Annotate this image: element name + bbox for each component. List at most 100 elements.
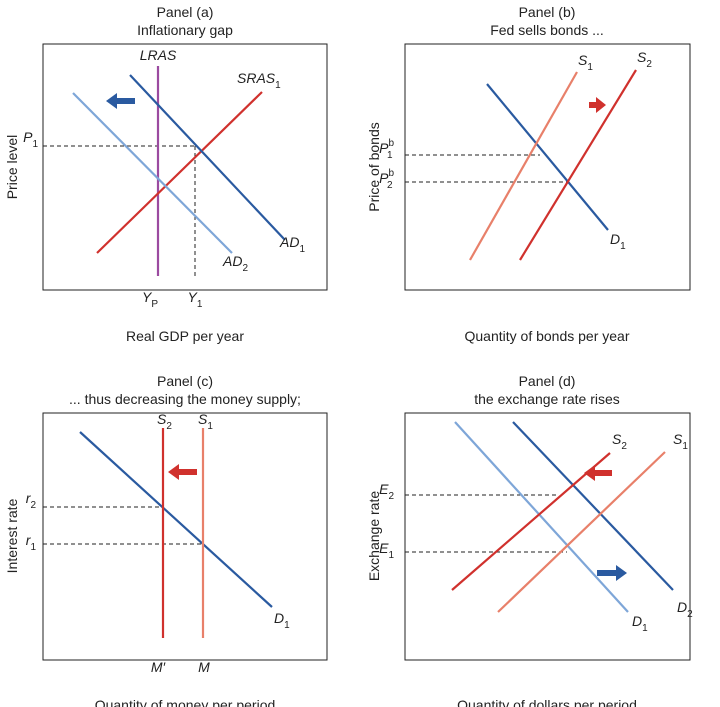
panel-d: [404, 412, 691, 661]
panel-subtitle: Inflationary gap: [137, 22, 233, 38]
panel-title: Panel (a): [157, 4, 214, 20]
label-subscript: 1: [387, 150, 393, 161]
curve-label: S1: [578, 52, 593, 73]
label-subscript: 1: [30, 542, 36, 553]
label-text: M′: [151, 659, 167, 675]
panel-title: Panel (d): [519, 373, 576, 389]
label-text: S: [637, 49, 647, 65]
label-text: P: [23, 129, 33, 145]
curve-label: LRAS: [140, 47, 177, 63]
curve-label: M′: [151, 659, 167, 675]
curve-label: r1: [26, 532, 37, 553]
label-subscript: P: [151, 299, 158, 310]
label-subscript: 2: [166, 421, 172, 432]
curve-label: S2: [157, 411, 172, 432]
label-text: M: [198, 659, 210, 675]
curve-label: E1: [379, 540, 394, 561]
curve-label: E2: [379, 481, 394, 502]
curve-label: r2: [26, 490, 37, 511]
label-text: S: [612, 431, 622, 447]
supply-curve: [469, 71, 578, 261]
x-axis-label: Quantity of dollars per period: [457, 697, 637, 707]
label-subscript: 1: [299, 244, 305, 255]
label-subscript: 1: [284, 620, 290, 631]
label-text: AD: [279, 234, 299, 250]
label-text: r: [26, 532, 32, 548]
curve-label: S1: [198, 411, 213, 432]
label-text: D: [274, 610, 284, 626]
label-subscript: 1: [207, 421, 213, 432]
demand-curve: [454, 421, 629, 613]
label-text: D: [610, 231, 620, 247]
demand-curve: [486, 83, 609, 231]
curve-label: Pb 2: [379, 168, 394, 191]
panel-a: [42, 43, 328, 291]
label-superscript: b: [388, 168, 394, 179]
shift-arrow: [589, 97, 606, 113]
demand-curve: [512, 421, 674, 591]
panel-subtitle: Fed sells bonds ...: [490, 22, 604, 38]
panel-subtitle: ... thus decreasing the money supply;: [69, 391, 301, 407]
shift-arrow: [584, 465, 612, 481]
label-subscript: 1: [275, 80, 281, 91]
label-subscript: 1: [587, 62, 593, 73]
label-text: r: [26, 490, 32, 506]
label-text: S: [578, 52, 588, 68]
panel-b: [404, 43, 691, 291]
label-text: LRAS: [140, 47, 177, 63]
label-subscript: 2: [621, 441, 627, 452]
curve-label: AD1: [279, 234, 305, 255]
shift-arrow: [106, 93, 135, 109]
x-axis-label: Real GDP per year: [126, 328, 244, 344]
label-text: S: [673, 431, 683, 447]
demand-curve: [79, 431, 273, 608]
ad2-curve: [72, 92, 233, 254]
label-subscript: 2: [242, 263, 248, 274]
label-text: Y: [142, 289, 153, 305]
curve-label: D1: [274, 610, 290, 631]
curve-label: Y1: [188, 289, 203, 310]
label-subscript: 1: [388, 550, 394, 561]
label-subscript: 2: [646, 59, 652, 70]
curve-label: S1: [673, 431, 688, 452]
sras-curve: [96, 91, 263, 254]
plot-frame: [42, 412, 328, 661]
curve-label: Pb 1: [379, 138, 394, 161]
y-axis-label: Price of bonds: [366, 122, 382, 212]
label-text: AD: [222, 253, 242, 269]
label-text: D: [677, 599, 687, 615]
label-subscript: 2: [687, 609, 693, 620]
label-subscript: 1: [682, 441, 688, 452]
label-text: P: [379, 170, 389, 186]
supply-curve: [451, 452, 611, 591]
shift-arrow: [168, 464, 197, 480]
curve-label: SRAS1: [237, 70, 281, 91]
label-subscript: 1: [32, 139, 38, 150]
label-text: Y: [188, 289, 199, 305]
label-subscript: 1: [197, 299, 203, 310]
label-text: S: [198, 411, 208, 427]
x-axis-label: Quantity of bonds per year: [465, 328, 630, 344]
y-axis-label: Interest rate: [4, 498, 20, 573]
y-axis-label: Price level: [4, 135, 20, 200]
label-subscript: 1: [642, 623, 648, 634]
y-axis-label: Exchange rate: [366, 491, 382, 581]
label-subscript: 2: [388, 491, 394, 502]
label-subscript: 2: [387, 180, 393, 191]
label-text: S: [157, 411, 167, 427]
curve-label: S2: [637, 49, 652, 70]
label-subscript: 1: [620, 241, 626, 252]
curve-label: S2: [612, 431, 627, 452]
label-superscript: b: [388, 138, 394, 149]
label-text: SRAS: [237, 70, 276, 86]
label-text: E: [379, 481, 389, 497]
label-text: E: [379, 540, 389, 556]
plot-frame: [404, 412, 691, 661]
curve-label: AD2: [222, 253, 248, 274]
label-subscript: 2: [30, 500, 36, 511]
curve-label: D2: [677, 599, 693, 620]
x-axis-label: Quantity of money per period: [95, 697, 276, 707]
ad1-curve: [129, 74, 286, 241]
curve-label: D1: [610, 231, 626, 252]
label-text: P: [379, 140, 389, 156]
